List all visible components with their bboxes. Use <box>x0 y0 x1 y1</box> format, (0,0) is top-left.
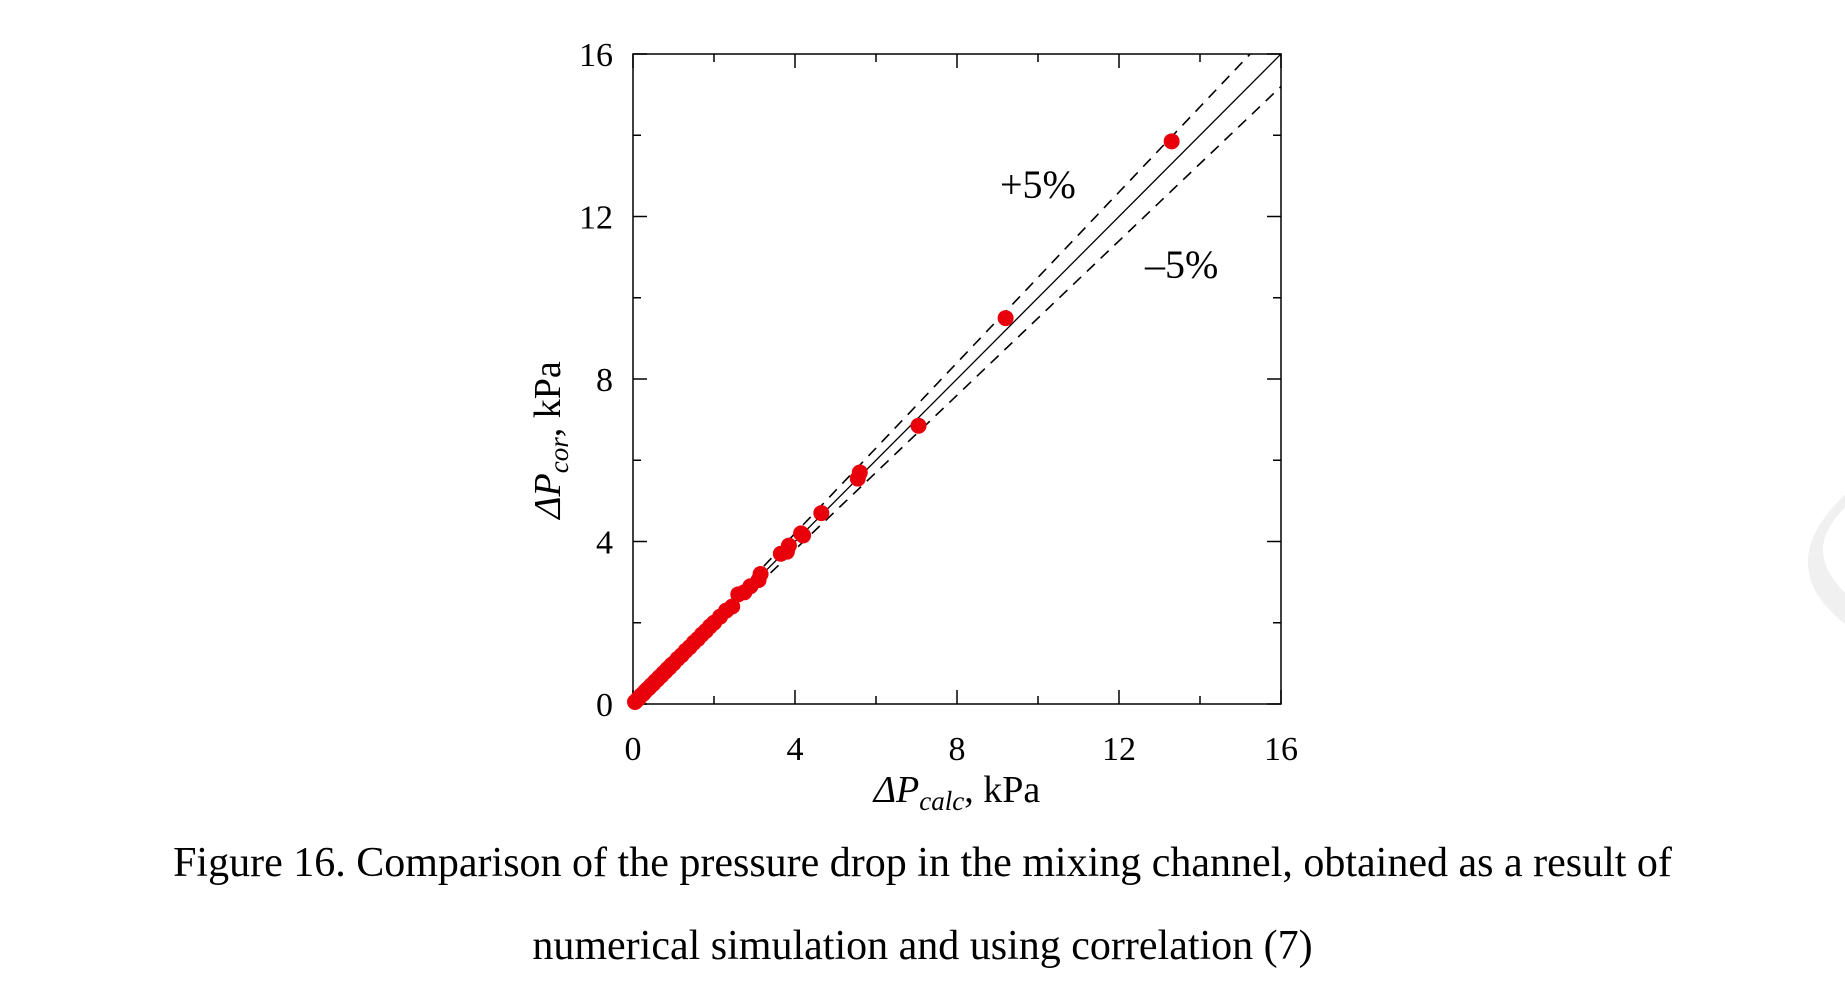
data-point <box>752 566 769 582</box>
data-point <box>851 464 868 481</box>
y-tick-label: 4 <box>596 525 613 562</box>
x-tick-label: 4 <box>787 731 804 768</box>
y-axis-label-unit: , kPa <box>527 361 569 437</box>
data-point <box>813 505 830 522</box>
figure-caption-line2: numerical simulation and using correlati… <box>532 923 1313 969</box>
y-tick-label: 12 <box>579 200 613 237</box>
x-axis-label-unit: , kPa <box>964 769 1040 811</box>
y-tick-label: 16 <box>579 37 613 74</box>
x-tick-label: 12 <box>1102 731 1136 768</box>
x-axis-label-symbol: ΔP <box>872 769 920 811</box>
annotation-minus5: –5% <box>1144 242 1218 287</box>
data-point <box>910 417 927 434</box>
y-axis-label: ΔPcor, kPa <box>527 361 574 521</box>
data-points <box>627 133 1180 710</box>
axis-ticks <box>632 53 1282 705</box>
data-point <box>1163 133 1180 150</box>
y-tick-label: 8 <box>596 362 613 399</box>
x-axis-label: ΔPcalc, kPa <box>872 769 1041 816</box>
y-tick-label: 0 <box>596 687 613 724</box>
x-tick-label: 0 <box>625 731 642 768</box>
x-tick-label: 8 <box>949 731 966 768</box>
annotation-plus5: +5% <box>1000 162 1076 207</box>
data-point <box>997 310 1014 327</box>
figure-caption-line1: Figure 16. Comparison of the pressure dr… <box>173 840 1672 886</box>
x-axis-label-sub: calc <box>919 786 964 816</box>
tick-labels: 0 4 8 12 16 0 4 8 12 16 <box>579 37 1298 768</box>
data-point <box>795 527 812 544</box>
y-axis-label-symbol: ΔP <box>527 473 569 521</box>
x-tick-label: 16 <box>1264 731 1298 768</box>
y-axis-label-sub: cor <box>544 437 574 473</box>
data-point <box>780 537 797 554</box>
data-point <box>724 598 741 615</box>
reference-line-2 <box>633 85 1281 704</box>
